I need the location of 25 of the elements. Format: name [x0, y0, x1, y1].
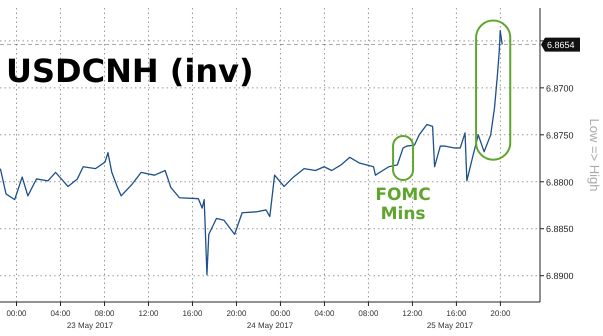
- text: 24 May 2017: [246, 321, 294, 330]
- x-tick-label: 04:00: [314, 309, 335, 318]
- x-tick-label: 12:00: [402, 309, 423, 318]
- ref-line-label: 6.8654: [547, 40, 575, 50]
- y-axis-title: Low => High: [587, 118, 602, 192]
- x-tick-label: 16:00: [446, 309, 467, 318]
- annotation: FOMC Mins: [375, 184, 431, 224]
- x-tick-label: 00:00: [270, 309, 292, 318]
- text: USDCNH (inv): [6, 52, 254, 90]
- y-tick-label: 6.8800: [546, 177, 574, 188]
- x-tick-label: 16:00: [182, 309, 204, 318]
- y-tick-label: 6.8900: [546, 271, 574, 282]
- x-tick-label: 00:00: [6, 309, 28, 318]
- y-tick-label: 6.8700: [546, 83, 574, 94]
- y-tick-label: 6.8750: [546, 130, 574, 140]
- text: 23 May 2017: [66, 321, 114, 330]
- y-tick-label: 6.8850: [546, 224, 574, 234]
- x-tick-label: 04:00: [50, 309, 72, 318]
- x-tick-label: 20:00: [226, 309, 248, 318]
- x-tick-label: 12:00: [138, 309, 160, 318]
- text: 25 May 2017: [426, 321, 474, 330]
- x-tick-label: 08:00: [358, 309, 379, 318]
- x-tick-label: 08:00: [94, 309, 116, 318]
- x-tick-label: 20:00: [490, 309, 511, 318]
- line-series: [0, 30, 503, 276]
